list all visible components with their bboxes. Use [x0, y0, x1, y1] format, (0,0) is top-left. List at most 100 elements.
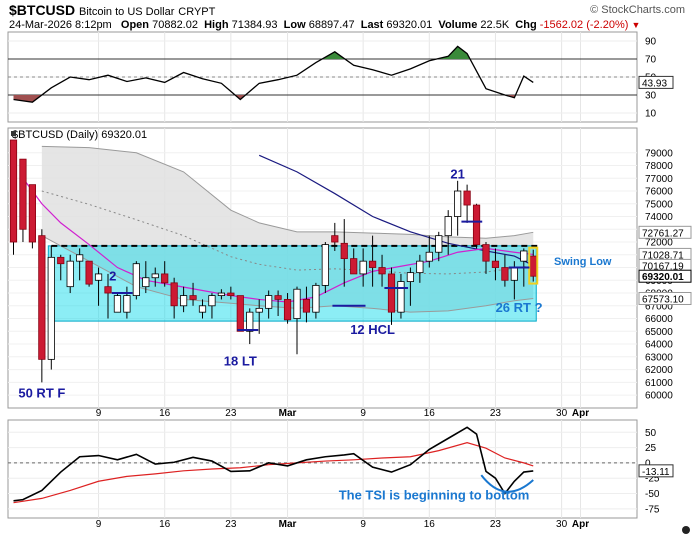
cycle-annotation: 12 HCL [350, 322, 395, 337]
chg-label: Chg [515, 19, 537, 31]
price-marker-box [638, 269, 692, 283]
x-tick-label: 23 [490, 519, 502, 530]
candle-down [463, 190, 471, 206]
candle-down [482, 244, 490, 262]
x-tick-label: 9 [360, 519, 366, 530]
candle-up [208, 295, 216, 307]
x-tick-label: Apr [572, 519, 589, 530]
candle-down [38, 235, 46, 360]
price-tick-label: 65000 [645, 327, 673, 338]
last-label: Last [360, 19, 384, 31]
x-tick-label: 16 [424, 408, 436, 419]
candle-up [179, 295, 188, 307]
candle-up [454, 190, 462, 217]
band-mid-line [41, 190, 534, 275]
x-tick-label: 23 [225, 408, 237, 419]
last-value: 69320.01 [386, 19, 433, 31]
tsi-bottom-arc [480, 474, 534, 493]
candle-up [198, 305, 207, 313]
quote-strip: 24-Mar-2026 8:12pm Open 70882.02 High 71… [9, 19, 640, 31]
candle-down [189, 295, 197, 300]
candle-up [312, 284, 320, 313]
candle-up [406, 272, 415, 282]
volume-value: 22.5K [480, 19, 510, 31]
settings-icon [682, 526, 690, 534]
candle-down [227, 292, 235, 296]
x-tick-label: Mar [279, 408, 297, 419]
candle-down [472, 204, 481, 245]
candle-up [94, 273, 103, 281]
rsi-line [13, 45, 534, 103]
price-marker-label: 71028.71 [642, 250, 684, 261]
candle-up [425, 251, 433, 262]
candle-down [161, 273, 169, 284]
symbol-title: $BTCUSD Bitcoin to US Dollar CRYPT [9, 2, 215, 18]
price-tick-label: 62000 [645, 365, 673, 376]
candle-up [47, 256, 55, 360]
tsi-tick-label: 50 [645, 428, 657, 439]
price-marker-label: 70167.19 [642, 261, 684, 272]
candle-up [66, 260, 74, 288]
x-tick-label: 30 [556, 408, 568, 419]
open-value: 70882.02 [152, 19, 198, 31]
price-marker-label: 67573.10 [642, 294, 684, 305]
candle-up [255, 307, 263, 313]
candle-down [28, 184, 37, 243]
down-arrow-icon: ▼ [631, 20, 641, 30]
x-tick-label: 9 [96, 519, 102, 530]
candle-down [104, 286, 112, 294]
x-tick-label: 30 [556, 519, 568, 530]
cycle-annotation: 2 [109, 268, 116, 283]
candle-down [331, 235, 339, 243]
candle-down [302, 299, 311, 313]
candle-up [359, 260, 367, 275]
high-value: 71384.93 [231, 19, 278, 31]
candle-up [142, 277, 150, 288]
cycle-annotation: 21 [450, 166, 464, 181]
price-marker-label: 72761.27 [642, 228, 684, 239]
support-zone [47, 245, 537, 322]
candle-down [9, 139, 18, 243]
panel-frame-3 [7, 419, 638, 519]
price-tick-label: 75000 [645, 199, 673, 210]
candle-up [416, 260, 424, 274]
low-label: Low [283, 19, 306, 31]
candle-up [444, 216, 452, 237]
candle-up [265, 295, 273, 309]
price-marker-box [638, 291, 692, 305]
cycle-annotation: 18 LT [224, 354, 257, 369]
price-tick-label: 67000 [645, 301, 673, 312]
candle-down [378, 267, 386, 275]
sma-long-line [258, 154, 534, 266]
candle-up [123, 295, 131, 313]
candle-down [387, 273, 396, 313]
price-tick-label: 60000 [645, 391, 673, 402]
sma-short-line [22, 177, 534, 303]
tsi-tick-label: -75 [645, 504, 660, 515]
price-marker-box [638, 225, 692, 239]
candle-down [85, 260, 93, 285]
tsi-tick-label: 0 [645, 458, 651, 469]
candle-down [529, 255, 537, 277]
rsi-tick-label: 30 [645, 91, 657, 102]
candle-up [132, 263, 140, 296]
rsi-tick-label: 10 [645, 109, 657, 120]
candle-up [397, 281, 405, 313]
tsi-tick-label: 25 [645, 443, 657, 454]
candle-down [340, 242, 348, 260]
candle-down [350, 258, 358, 275]
rsi-current-label: 43.93 [642, 78, 667, 89]
tsi-tick-label: -50 [645, 489, 660, 500]
price-tick-label: 79000 [645, 148, 673, 159]
price-panel-title: $BTCUSD (Daily) 69320.01 [12, 129, 147, 141]
cycle-annotation: Swing Low [554, 256, 612, 268]
low-value: 68897.47 [308, 19, 355, 31]
rsi-current-box [638, 75, 674, 89]
candle-up [151, 273, 159, 279]
candle-up [293, 288, 301, 319]
candle-down [57, 256, 65, 265]
high-label: High [204, 19, 229, 31]
x-tick-label: 16 [424, 519, 436, 530]
price-tick-label: 74000 [645, 212, 673, 223]
